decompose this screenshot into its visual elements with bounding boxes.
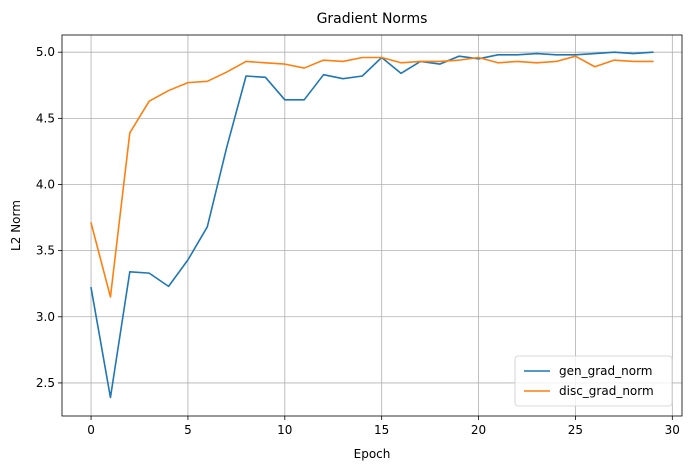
x-tick-label: 5	[184, 423, 192, 437]
legend-box	[514, 355, 673, 407]
y-tick-label: 2.5	[36, 376, 55, 390]
x-tick-label: 0	[87, 423, 95, 437]
y-axis-label: L2 Norm	[9, 200, 23, 251]
series-line-gen-grad-norm	[90, 51, 654, 399]
x-axis-label: Epoch	[354, 447, 391, 461]
y-tick-label: 3.5	[36, 244, 55, 258]
x-tick-label: 20	[471, 423, 486, 437]
series-lines	[90, 51, 654, 399]
y-tick-label: 4.5	[36, 111, 55, 125]
x-tick-label: 30	[665, 423, 680, 437]
grid-lines	[62, 35, 682, 416]
legend-label: disc_grad_norm	[559, 384, 654, 398]
series-line-disc-grad-norm	[90, 55, 654, 298]
axis-ticks: 0 5 10 15 20 25 30 2.5 3.0 3.5 4.0 4.5 5.0	[36, 45, 680, 437]
legend-label: gen_grad_norm	[559, 364, 653, 378]
plot-frame	[61, 34, 683, 417]
y-tick-label: 3.0	[36, 310, 55, 324]
chart-title: Gradient Norms	[317, 11, 428, 27]
x-tick-label: 15	[374, 423, 389, 437]
x-tick-label: 10	[277, 423, 292, 437]
legend: gen_grad_norm disc_grad_norm	[514, 355, 673, 407]
x-tick-label: 25	[568, 423, 583, 437]
y-tick-label: 4.0	[36, 177, 55, 191]
y-tick-label: 5.0	[36, 45, 55, 59]
